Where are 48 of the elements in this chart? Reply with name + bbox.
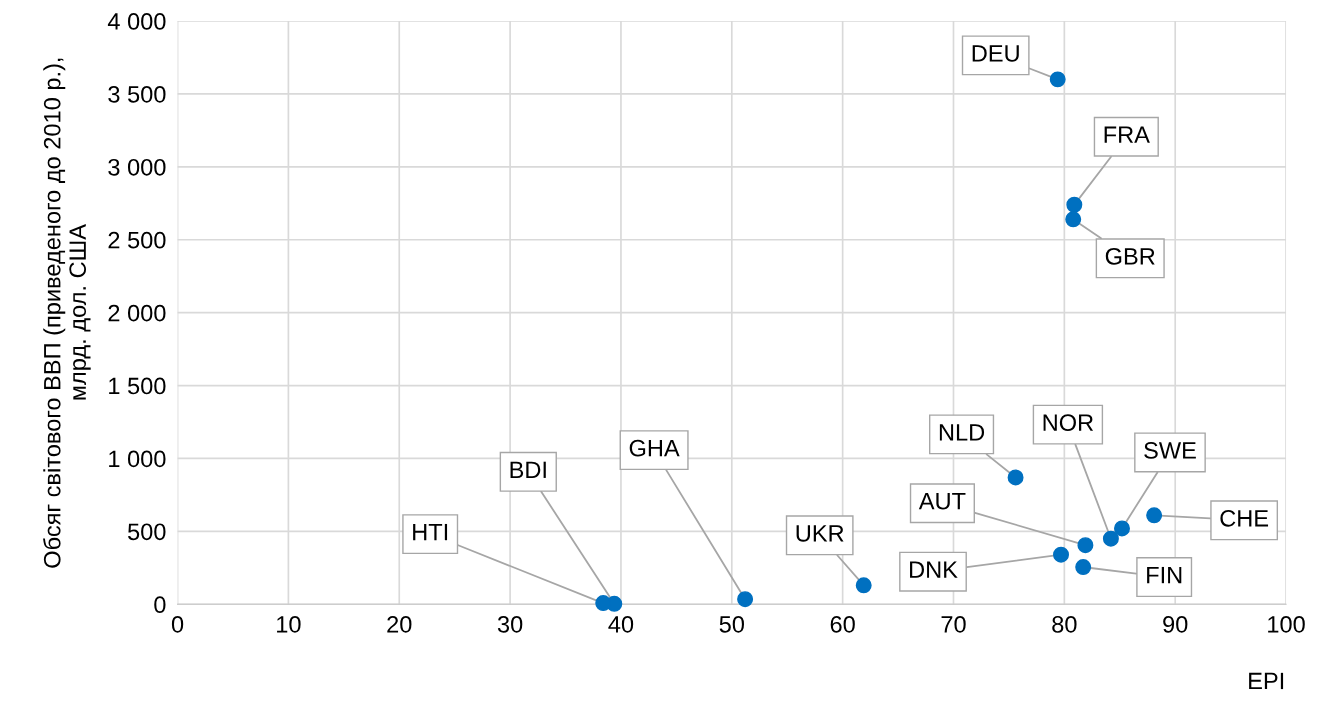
annotation: FIN	[1147, 566, 1182, 584]
x-axis-title: EPI	[1249, 672, 1284, 690]
y-tick-label: 2 500	[108, 231, 166, 249]
y-tick-label: 0	[154, 596, 166, 614]
point	[1077, 537, 1094, 554]
point	[1007, 469, 1024, 486]
x-tick-label: 10	[277, 616, 301, 633]
x-tick-label: 40	[608, 616, 634, 633]
x-tick-label: 90	[1163, 616, 1188, 633]
point	[1049, 71, 1066, 88]
y-tick-label: 1 500	[109, 377, 166, 395]
annotation: SWE	[1144, 442, 1196, 459]
point	[1146, 507, 1163, 524]
y-tick-label: 2 000	[108, 304, 166, 322]
y-tick-label: 4 000	[107, 13, 166, 30]
annotation: GBR	[1105, 247, 1155, 265]
x-tick-label: 30	[497, 616, 523, 633]
annotation: AUT	[918, 493, 966, 510]
y-tick-label: 3 500	[108, 86, 166, 103]
annotation: DEU	[972, 45, 1019, 62]
x-tick-label: 20	[387, 616, 412, 633]
annotation: NOR	[1043, 414, 1094, 431]
annotation: UKR	[796, 525, 844, 542]
y-tick-label: 1 000	[109, 450, 166, 468]
point	[1075, 559, 1092, 576]
annotation: NLD	[939, 424, 985, 441]
point	[737, 591, 754, 608]
y-axis-title: Обсяг світового ВВП (приведеного до 2010 р.), млрд. дол. США	[43, 58, 91, 568]
annotation: FRA	[1104, 126, 1150, 143]
point	[1065, 211, 1082, 228]
x-tick-label: 60	[830, 616, 855, 633]
x-tick-label: 50	[719, 616, 745, 633]
x-tick-label: 70	[941, 616, 966, 633]
point	[1114, 520, 1130, 537]
annotation: HTI	[413, 523, 448, 541]
x-tick-label: 100	[1268, 616, 1305, 633]
annotation: GHA	[629, 439, 680, 457]
point	[855, 577, 872, 594]
y-tick-label: 3 000	[108, 158, 166, 176]
annotation: BDI	[510, 461, 546, 478]
annotation: CHE	[1220, 509, 1269, 527]
point	[1102, 530, 1119, 547]
point	[1053, 546, 1069, 563]
point	[1066, 196, 1083, 213]
x-tick-label: 80	[1052, 616, 1077, 633]
annotation: DNK	[910, 561, 958, 578]
x-tick-label: 0	[171, 616, 184, 633]
y-tick-label: 500	[127, 523, 166, 541]
